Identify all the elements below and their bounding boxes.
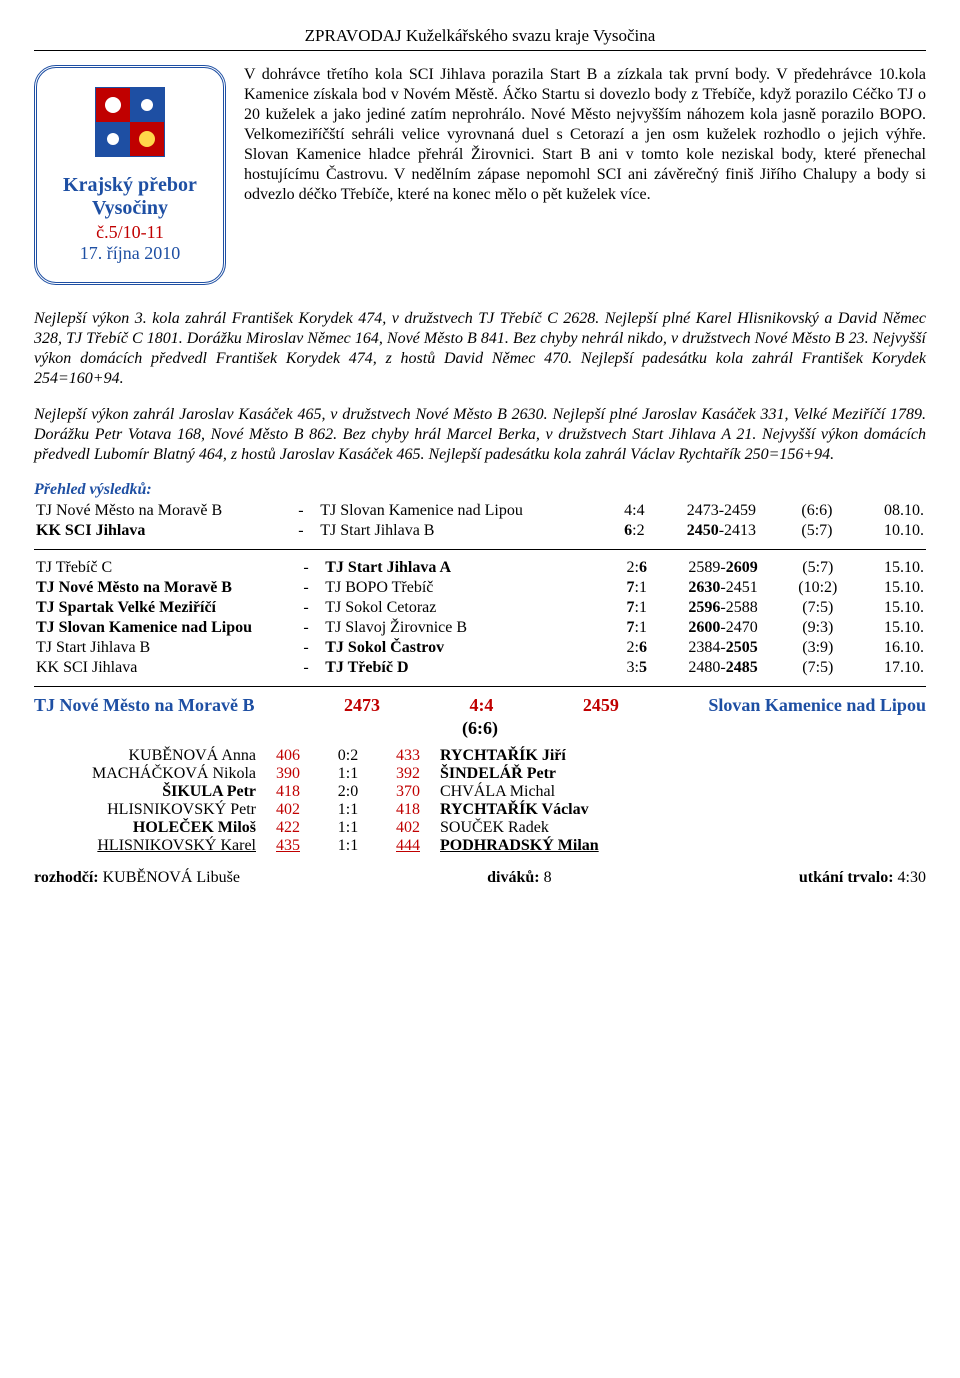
divider: [34, 686, 926, 687]
page-header: ZPRAVODAJ Kuželkářského svazu kraje Vyso…: [34, 26, 926, 51]
badge-line2: Vysočiny: [45, 197, 215, 220]
table-row: TJ Spartak Velké Meziříčí-TJ Sokol Cetor…: [34, 598, 926, 618]
table-row: KK SCI Jihlava-TJ Třebíč D3:52480-2485(7…: [34, 658, 926, 678]
table-row: ŠIKULA Petr4182:0370CHVÁLA Michal: [34, 783, 926, 801]
table-row: TJ Třebíč C-TJ Start Jihlava A2:62589-26…: [34, 558, 926, 578]
table-row: HLISNIKOVSKÝ Petr4021:1418RYCHTAŘÍK Václ…: [34, 801, 926, 819]
table-row: HLISNIKOVSKÝ Karel4351:1444PODHRADSKÝ Mi…: [34, 837, 926, 855]
spectators: diváků: 8: [487, 869, 551, 887]
match-home-score: 2473: [344, 695, 380, 716]
match-footer: rozhodčí: KUBĚNOVÁ Libuše diváků: 8 utká…: [34, 869, 926, 887]
crest-icon: [88, 80, 172, 164]
table-row: MACHÁČKOVÁ Nikola3901:1392ŠINDELÁŘ Petr: [34, 765, 926, 783]
top-row: Krajský přebor Vysočiny č.5/10-11 17. ří…: [34, 65, 926, 285]
table-row: KUBĚNOVÁ Anna4060:2433RYCHTAŘÍK Jiří: [34, 747, 926, 765]
match-home-team: TJ Nové Město na Moravě B: [34, 695, 254, 716]
table-row: TJ Nové Město na Moravě B-TJ Slovan Kame…: [34, 501, 926, 521]
best-performance-2: Nejlepší výkon zahrál Jaroslav Kasáček 4…: [34, 405, 926, 465]
table-row: KK SCI Jihlava-TJ Start Jihlava B6:22450…: [34, 521, 926, 541]
match-heading: TJ Nové Město na Moravě B 2473 4:4 2459 …: [34, 695, 926, 716]
overview-title: Přehled výsledků:: [34, 481, 926, 499]
badge-line4: 17. října 2010: [45, 243, 215, 264]
table-row: TJ Start Jihlava B-TJ Sokol Častrov2:623…: [34, 638, 926, 658]
best-performance-1: Nejlepší výkon 3. kola zahrál František …: [34, 309, 926, 389]
match-center-ratio: (6:6): [34, 718, 926, 739]
match-away-score: 2459: [583, 695, 619, 716]
table-row: HOLEČEK Miloš4221:1402SOUČEK Radek: [34, 819, 926, 837]
table-row: TJ Nové Město na Moravě B-TJ BOPO Třebíč…: [34, 578, 926, 598]
badge-box: Krajský přebor Vysočiny č.5/10-11 17. ří…: [34, 65, 226, 285]
badge-line1: Krajský přebor: [45, 174, 215, 197]
results-table-1: TJ Nové Město na Moravě B-TJ Slovan Kame…: [34, 501, 926, 541]
match-points: 4:4: [469, 695, 493, 716]
players-table: KUBĚNOVÁ Anna4060:2433RYCHTAŘÍK JiříMACH…: [34, 747, 926, 855]
table-row: TJ Slovan Kamenice nad Lipou-TJ Slavoj Ž…: [34, 618, 926, 638]
badge-line3: č.5/10-11: [45, 222, 215, 243]
divider: [34, 549, 926, 550]
intro-paragraph: V dohrávce třetího kola SCI Jihlava pora…: [244, 65, 926, 285]
duration: utkání trvalo: 4:30: [799, 869, 926, 887]
referee: rozhodčí: KUBĚNOVÁ Libuše: [34, 869, 240, 887]
match-away-team: Slovan Kamenice nad Lipou: [708, 695, 926, 716]
results-table-2: TJ Třebíč C-TJ Start Jihlava A2:62589-26…: [34, 558, 926, 678]
